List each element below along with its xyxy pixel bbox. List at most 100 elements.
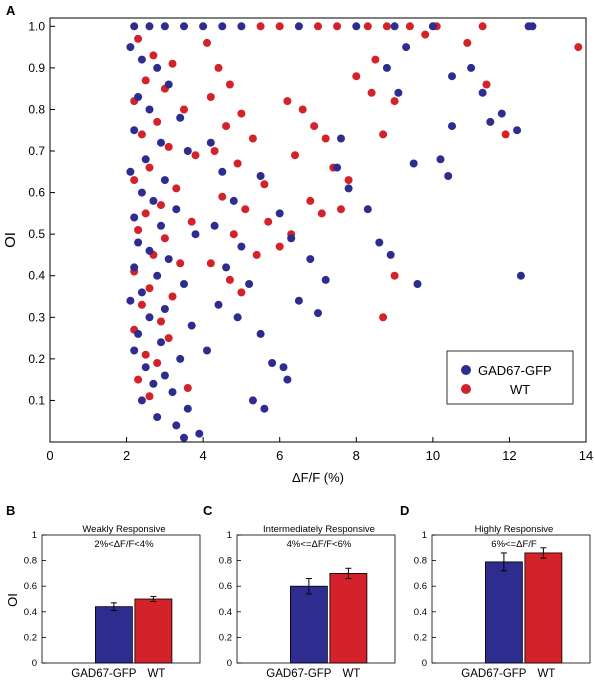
data-point-wt <box>157 201 165 210</box>
data-point-wt <box>206 93 215 101</box>
data-point-gad67-gfp <box>268 359 277 367</box>
data-point-gad67-gfp <box>137 188 146 197</box>
data-point-gad67-gfp <box>149 379 158 388</box>
data-point-wt <box>501 130 510 139</box>
data-point-gad67-gfp <box>203 346 211 355</box>
panel-b-title: Weakly Responsive <box>82 524 165 535</box>
data-point-gad67-gfp <box>126 167 135 176</box>
data-point-wt <box>306 196 315 205</box>
data-point-wt <box>141 76 150 85</box>
data-point-wt <box>390 97 399 106</box>
y-tick-label: 0.4 <box>219 607 232 618</box>
y-tick-label: 0.6 <box>414 581 427 592</box>
data-point-wt <box>275 22 284 31</box>
data-point-gad67-gfp <box>402 43 411 52</box>
data-point-gad67-gfp <box>176 113 185 122</box>
data-point-wt <box>283 97 292 106</box>
data-point-wt <box>390 271 399 280</box>
data-point-wt <box>222 122 231 131</box>
y-tick-label: 0.9 <box>28 61 45 75</box>
panel-c-marks: 0 0.2 0.4 0.6 0.8 1 GAD67-GFP WT <box>219 530 396 680</box>
x-tick-label: 14 <box>579 448 593 463</box>
panel-c-subtitle: 4%<=ΔF/F<6% <box>287 539 352 550</box>
data-point-gad67-gfp <box>130 126 139 135</box>
data-point-wt <box>160 234 169 243</box>
bar-panel-c: Intermediately Responsive 4%<=ΔF/F<6% 00… <box>219 524 396 680</box>
data-point-wt <box>371 55 380 64</box>
legend-label-wt: WT <box>510 382 530 397</box>
category-label-wt: WT <box>147 668 165 680</box>
data-point-gad67-gfp <box>279 363 288 372</box>
data-point-gad67-gfp <box>413 280 422 288</box>
y-axis-label: OI <box>2 232 19 248</box>
data-point-wt <box>206 259 215 268</box>
data-point-wt <box>180 105 188 114</box>
x-tick-label: 6 <box>276 448 283 463</box>
data-point-gad67-gfp <box>141 363 150 372</box>
data-point-gad67-gfp <box>187 321 196 330</box>
data-point-wt <box>164 142 173 151</box>
data-point-wt <box>291 151 299 160</box>
data-point-wt <box>172 184 181 193</box>
data-point-gad67-gfp <box>145 246 154 255</box>
y-tick-label: 0.8 <box>24 556 37 567</box>
panel-label-a: A <box>6 3 16 18</box>
data-point-wt <box>145 392 154 401</box>
category-label-gad67-gfp: GAD67-GFP <box>266 668 332 680</box>
data-point-gad67-gfp <box>375 238 384 247</box>
data-point-gad67-gfp <box>157 338 165 347</box>
data-point-wt <box>141 350 150 359</box>
data-point-gad67-gfp <box>513 126 522 135</box>
x-tick-label: 0 <box>46 448 53 463</box>
data-point-gad67-gfp <box>145 313 154 322</box>
data-point-gad67-gfp <box>183 147 192 155</box>
x-tick-label: 2 <box>123 448 130 463</box>
legend: GAD67-GFP WT <box>446 350 574 405</box>
x-tick-label: 4 <box>200 448 207 463</box>
data-point-gad67-gfp <box>160 176 169 185</box>
data-point-wt <box>367 88 376 97</box>
legend-label-gad67-gfp: GAD67-GFP <box>478 363 552 378</box>
data-point-gad67-gfp <box>237 242 246 251</box>
bar-panel-b: Weakly Responsive 2%<ΔF/F<4% OI 00.20.40… <box>5 524 201 680</box>
data-point-gad67-gfp <box>321 275 330 284</box>
data-point-gad67-gfp <box>141 155 150 164</box>
data-point-wt <box>379 313 388 322</box>
data-point-gad67-gfp <box>160 305 169 313</box>
data-point-wt <box>229 230 238 239</box>
data-point-wt <box>225 80 234 89</box>
x-tick-label: 10 <box>426 448 440 463</box>
data-point-wt <box>275 242 284 251</box>
y-tick-label: 0.8 <box>219 556 232 567</box>
data-point-wt <box>153 117 162 126</box>
data-point-wt <box>157 317 165 326</box>
data-point-wt <box>405 22 414 31</box>
data-point-gad67-gfp <box>363 205 372 214</box>
data-point-gad67-gfp <box>160 22 169 31</box>
data-point-gad67-gfp <box>448 72 456 81</box>
panel-label-d: D <box>400 503 409 518</box>
category-label-wt: WT <box>342 668 360 680</box>
panel-b-marks: 0 0.2 0.4 0.6 0.8 1 GAD67-GFP WT <box>24 530 201 680</box>
data-point-gad67-gfp <box>153 271 162 280</box>
data-point-gad67-gfp <box>333 163 342 172</box>
data-point-gad67-gfp <box>409 159 418 168</box>
data-point-wt <box>187 217 196 226</box>
data-point-gad67-gfp <box>130 213 139 222</box>
data-point-wt <box>145 163 154 172</box>
data-point-gad67-gfp <box>153 63 162 72</box>
data-point-wt <box>183 384 192 392</box>
x-tick-label: 8 <box>353 448 360 463</box>
data-point-gad67-gfp <box>210 221 219 230</box>
category-label-gad67-gfp: GAD67-GFP <box>71 668 137 680</box>
data-point-gad67-gfp <box>436 155 445 164</box>
x-axis-label: ΔF/F (%) <box>292 470 344 485</box>
data-point-wt <box>237 288 246 297</box>
y-tick-label: 1 <box>422 530 427 541</box>
data-point-wt <box>137 130 146 139</box>
data-point-gad67-gfp <box>134 329 143 338</box>
data-point-gad67-gfp <box>344 184 353 193</box>
data-point-gad67-gfp <box>168 388 177 397</box>
panel-d-marks: 0 0.2 0.4 0.6 0.8 1 GAD67-GFP WT <box>414 530 591 680</box>
